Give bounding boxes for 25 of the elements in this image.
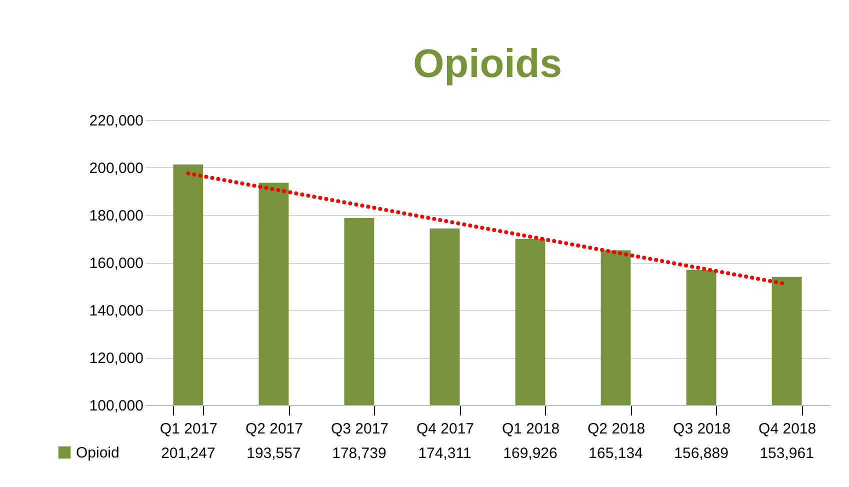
data-label: 174,311 (418, 445, 472, 462)
data-label: 169,926 (503, 445, 558, 462)
y-tick-label: 140,000 (89, 302, 144, 320)
y-tick-label: 120,000 (89, 350, 144, 367)
y-tick-label: 220,000 (89, 112, 144, 130)
chart-title: Opioids (413, 42, 562, 86)
data-label: 201,247 (161, 445, 216, 462)
x-tick-label: Q3 2018 (673, 420, 731, 438)
x-tick-label: Q4 2018 (758, 420, 816, 438)
data-label: 153,961 (760, 445, 814, 462)
data-label: 193,557 (246, 445, 301, 462)
x-tick-label: Q1 2017 (160, 420, 218, 438)
x-tick-label: Q1 2018 (502, 420, 560, 438)
x-tick-label: Q4 2017 (416, 420, 474, 438)
y-tick-label: 160,000 (89, 255, 144, 272)
x-tick-label: Q2 2018 (588, 420, 646, 438)
data-label: 156,889 (674, 445, 728, 462)
x-tick-label: Q3 2017 (330, 420, 388, 438)
legend-label: Opioid (76, 444, 120, 462)
data-label: 178,739 (332, 445, 386, 462)
x-tick-label: Q2 2017 (245, 420, 303, 438)
y-tick-label: 100,000 (89, 398, 144, 414)
data-label: 165,134 (588, 445, 643, 462)
y-tick-label: 200,000 (89, 160, 144, 177)
y-tick-label: 180,000 (89, 208, 144, 224)
